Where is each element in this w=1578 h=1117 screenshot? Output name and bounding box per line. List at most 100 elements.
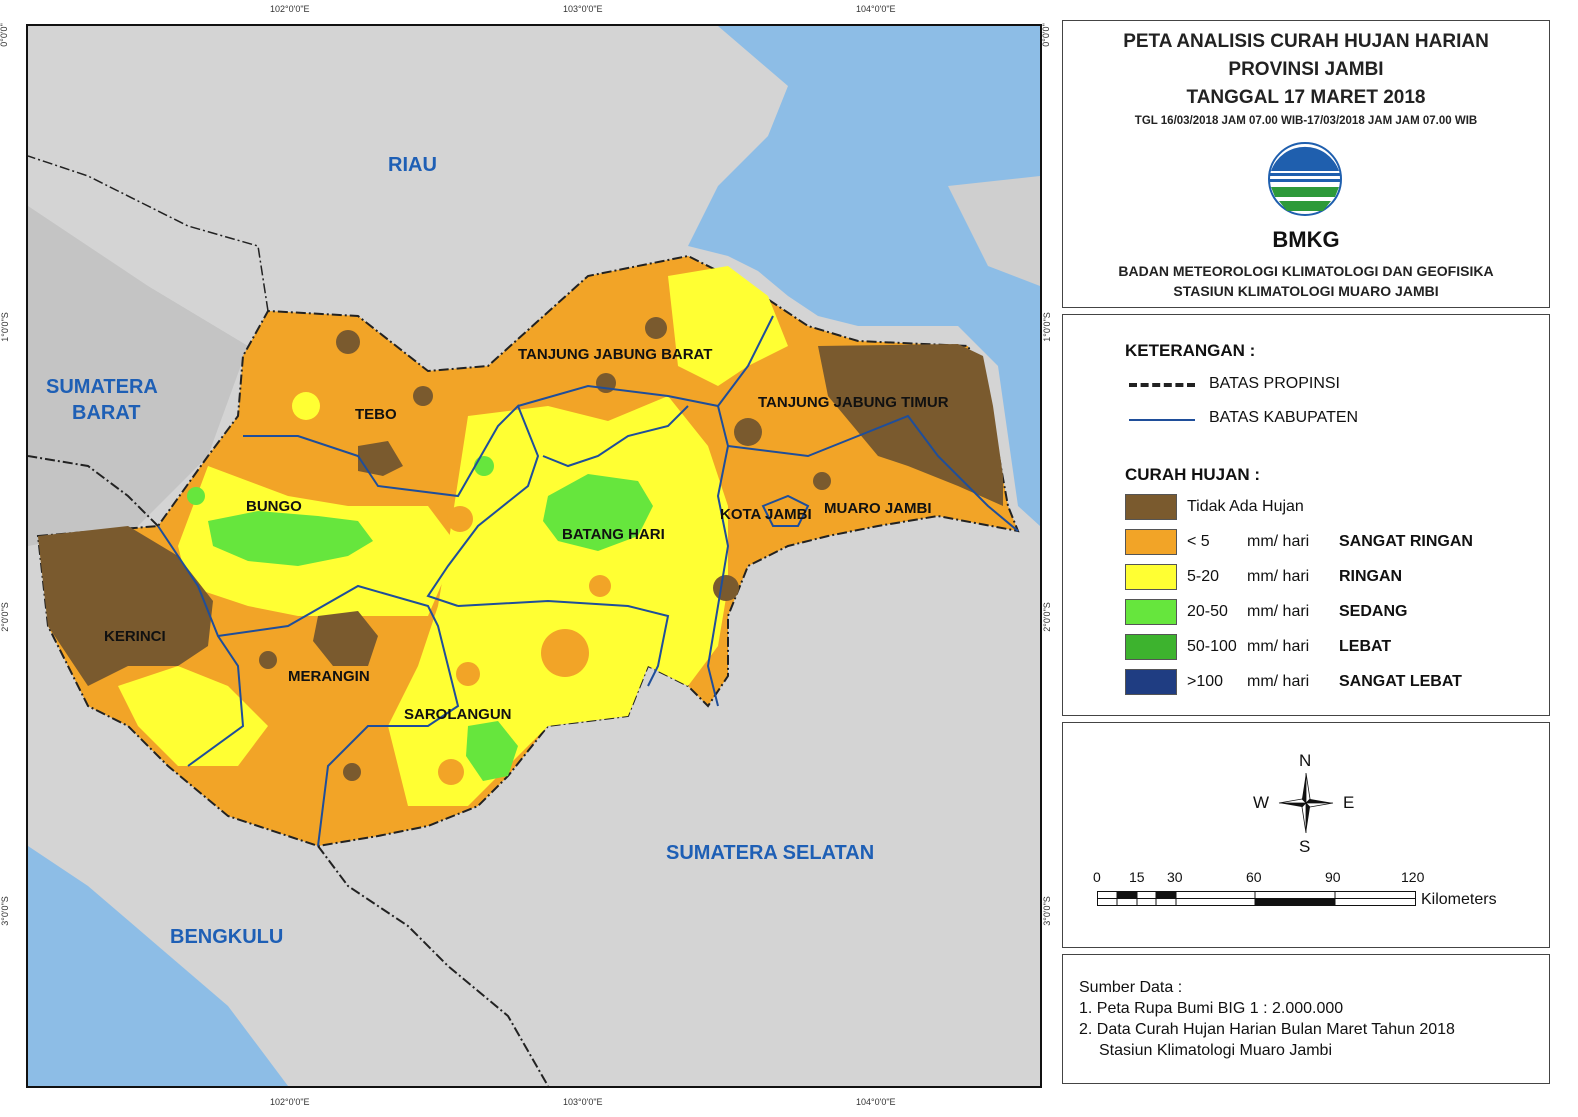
coord-bottom-102: 102°0'0"E — [270, 1097, 310, 1107]
label-bengkulu: BENGKULU — [170, 926, 284, 948]
coord-right-0: 0°0'0" — [1040, 23, 1051, 47]
scale-tick-30: 30 — [1167, 869, 1183, 885]
title-panel: PETA ANALISIS CURAH HUJAN HARIAN PROVINS… — [1062, 20, 1550, 308]
swatch-moderate — [1125, 599, 1177, 625]
compass-s: S — [1299, 837, 1311, 856]
legend-range: 5-20 — [1187, 568, 1220, 585]
legend-item-very-heavy: >100 mm/ hari SANGAT LEBAT — [1125, 668, 1462, 696]
dot-nr-3 — [645, 317, 667, 339]
legend-unit: mm/ hari — [1247, 673, 1310, 690]
coord-bottom-104: 104°0'0"E — [856, 1097, 896, 1107]
swatch-very-heavy — [1125, 669, 1177, 695]
dot-nr-7 — [343, 763, 361, 781]
legend-range: < 5 — [1187, 533, 1210, 550]
swatch-no-rain — [1125, 494, 1177, 520]
title-line-1: PETA ANALISIS CURAH HUJAN HARIAN — [1123, 31, 1489, 52]
coord-right-3: 3°0'0"S — [1041, 896, 1052, 926]
label-riau: RIAU — [388, 154, 437, 176]
zone-norain-merangin — [313, 611, 378, 666]
zone-moderate-small2 — [187, 487, 205, 505]
compass-scale-panel: N S W E 0 15 30 60 90 120 Kilometers — [1062, 722, 1550, 948]
scale-tick-60: 60 — [1246, 869, 1262, 885]
swatch-light — [1125, 564, 1177, 590]
coord-left-0: 0°0'0" — [0, 23, 9, 47]
legend-range: Tidak Ada Hujan — [1187, 498, 1304, 515]
dot-vl-5 — [438, 759, 464, 785]
island-east — [948, 176, 1040, 286]
legend-batas-propinsi: BATAS PROPINSI — [1209, 375, 1340, 392]
label-batang-hari: BATANG HARI — [562, 526, 665, 543]
boundary-sumsel-bengkulu — [317, 845, 549, 1086]
label-sumbar-2: BARAT — [72, 402, 141, 424]
label-kota-jambi: KOTA JAMBI — [720, 506, 812, 523]
rainfall-map[interactable]: RIAU SUMATERA BARAT SUMATERA SELATAN BEN… — [26, 24, 1042, 1088]
legend-category: SANGAT LEBAT — [1339, 673, 1462, 690]
bmkg-logo-icon — [1268, 142, 1342, 216]
compass-rose-icon — [1278, 772, 1334, 834]
swatch-heavy — [1125, 634, 1177, 660]
legend-item-very-light: < 5 mm/ hari SANGAT RINGAN — [1125, 528, 1473, 556]
coord-top-102: 102°0'0"E — [270, 4, 310, 14]
legend-category: SANGAT RINGAN — [1339, 533, 1473, 550]
legend-batas-propinsi-line — [1129, 383, 1195, 387]
map-canvas — [28, 26, 1040, 1086]
dot-nr-5 — [713, 575, 739, 601]
compass-e: E — [1343, 793, 1355, 812]
compass-n: N — [1299, 751, 1312, 770]
mountains-west — [28, 206, 248, 546]
legend-range: 20-50 — [1187, 603, 1228, 620]
legend-unit: mm/ hari — [1247, 603, 1310, 620]
label-sumsel: SUMATERA SELATAN — [666, 842, 875, 864]
legend-unit: mm/ hari — [1247, 533, 1310, 550]
coord-right-2: 2°0'0"S — [1041, 602, 1052, 632]
coord-left-2: 2°0'0"S — [0, 602, 10, 632]
zone-moderate-sarolangun — [466, 721, 518, 781]
coord-right-1: 1°0'0"S — [1041, 312, 1052, 342]
scale-tick-0: 0 — [1093, 869, 1101, 885]
dot-nr-6 — [259, 651, 277, 669]
scale-tick-120: 120 — [1401, 869, 1425, 885]
dot-nr-4 — [734, 418, 762, 446]
dot-vl-4 — [456, 662, 480, 686]
coord-left-3: 3°0'0"S — [0, 896, 10, 926]
agency-name-2: STASIUN KLIMATOLOGI MUARO JAMBI — [1173, 283, 1439, 299]
agency-name-1: BADAN METEOROLOGI KLIMATOLOGI DAN GEOFIS… — [1118, 263, 1494, 279]
coord-top-103: 103°0'0"E — [563, 4, 603, 14]
legend-item-light: 5-20 mm/ hari RINGAN — [1125, 563, 1402, 591]
legend-batas-kabupaten: BATAS KABUPATEN — [1209, 409, 1359, 426]
label-bungo: BUNGO — [246, 498, 302, 515]
source-line-3: Stasiun Klimatologi Muaro Jambi — [1099, 1042, 1332, 1059]
zone-light-tebo — [292, 392, 320, 420]
zone-light-north — [668, 266, 788, 386]
legend-rain-title: CURAH HUJAN : — [1125, 465, 1261, 484]
district-boundaries — [157, 315, 1019, 847]
legend-unit: mm/ hari — [1247, 568, 1310, 585]
compass-w: W — [1253, 793, 1270, 812]
boundary-riau — [28, 155, 269, 312]
zone-moderate-batanghari — [543, 474, 653, 551]
legend-range: 50-100 — [1187, 638, 1237, 655]
coord-bottom-103: 103°0'0"E — [563, 1097, 603, 1107]
label-merangin: MERANGIN — [288, 668, 370, 685]
legend-unit: mm/ hari — [1247, 638, 1310, 655]
bmkg-logo-text: BMKG — [1272, 227, 1340, 252]
label-sarolangun: SAROLANGUN — [404, 706, 512, 723]
zone-moderate-small1 — [474, 456, 494, 476]
coord-left-1: 1°0'0"S — [0, 312, 10, 342]
label-tjt: TANJUNG JABUNG TIMUR — [758, 394, 949, 411]
sea-west — [28, 846, 288, 1086]
legend-item-moderate: 20-50 mm/ hari SEDANG — [1125, 598, 1407, 626]
sea-east — [688, 26, 1040, 526]
scale-bar — [1097, 891, 1416, 906]
swatch-very-light — [1125, 529, 1177, 555]
label-kerinci: KERINCI — [104, 628, 166, 645]
title-line-4: TGL 16/03/2018 JAM 07.00 WIB-17/03/2018 … — [1134, 115, 1478, 127]
source-line-1: 1. Peta Rupa Bumi BIG 1 : 2.000.000 — [1079, 1000, 1344, 1017]
label-sumbar-1: SUMATERA — [46, 376, 158, 398]
title-line-3: TANGGAL 17 MARET 2018 — [1186, 87, 1426, 108]
scale-tick-15: 15 — [1129, 869, 1145, 885]
zone-norain-tebo — [358, 441, 403, 476]
dot-vl-3 — [589, 575, 611, 597]
boundary-sumbar — [28, 455, 159, 527]
dot-vl-2 — [541, 629, 589, 677]
